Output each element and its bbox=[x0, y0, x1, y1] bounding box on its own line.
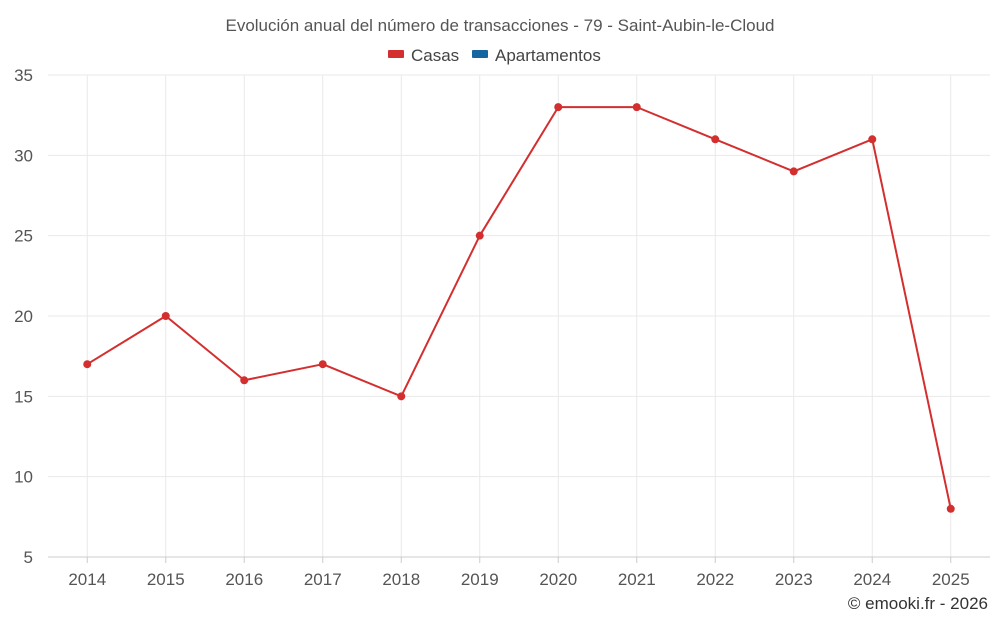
x-tick-label: 2023 bbox=[775, 570, 813, 589]
x-tick-label: 2017 bbox=[304, 570, 342, 589]
x-tick-label: 2015 bbox=[147, 570, 185, 589]
data-point-casas[interactable] bbox=[475, 231, 484, 240]
y-tick-label: 35 bbox=[14, 66, 33, 85]
series-line-casas bbox=[86, 106, 952, 510]
x-tick-label: 2020 bbox=[539, 570, 577, 589]
data-point-casas[interactable] bbox=[946, 504, 955, 513]
data-point-casas[interactable] bbox=[397, 392, 406, 401]
y-tick-label: 5 bbox=[24, 548, 33, 567]
legend-swatch-casas bbox=[388, 50, 404, 58]
x-tick-label: 2022 bbox=[696, 570, 734, 589]
x-tick-label: 2025 bbox=[932, 570, 970, 589]
legend: Casas Apartamentos bbox=[388, 46, 601, 65]
y-tick-label: 15 bbox=[14, 387, 33, 406]
axes bbox=[48, 556, 990, 563]
data-point-casas[interactable] bbox=[318, 360, 327, 369]
x-tick-label: 2019 bbox=[461, 570, 499, 589]
data-point-casas[interactable] bbox=[83, 360, 92, 369]
x-tick-label: 2014 bbox=[68, 570, 106, 589]
chart-title: Evolución anual del número de transaccio… bbox=[225, 16, 774, 35]
legend-item-casas[interactable]: Casas bbox=[388, 46, 459, 65]
grid bbox=[48, 74, 990, 557]
legend-label-apartamentos: Apartamentos bbox=[495, 46, 601, 65]
data-point-casas[interactable] bbox=[240, 376, 249, 385]
x-tick-label: 2016 bbox=[225, 570, 263, 589]
legend-label-casas: Casas bbox=[411, 46, 459, 65]
series bbox=[83, 103, 955, 513]
data-point-casas[interactable] bbox=[711, 135, 720, 144]
x-tick-label: 2024 bbox=[853, 570, 891, 589]
data-point-casas[interactable] bbox=[161, 312, 170, 320]
y-tick-label: 10 bbox=[14, 468, 33, 487]
legend-swatch-apartamentos bbox=[472, 50, 488, 58]
x-axis-ticks: 2014 2015 2016 2017 2018 2019 2020 2021 2022 2023… bbox=[68, 570, 969, 589]
data-point-casas[interactable] bbox=[554, 103, 563, 112]
data-point-casas[interactable] bbox=[632, 103, 641, 112]
y-tick-label: 25 bbox=[14, 227, 33, 246]
data-point-casas[interactable] bbox=[868, 135, 877, 144]
x-tick-label: 2021 bbox=[618, 570, 656, 589]
x-tick-label: 2018 bbox=[382, 570, 420, 589]
legend-item-apartamentos[interactable]: Apartamentos bbox=[472, 46, 601, 65]
credit: © emooki.fr - 2026 bbox=[848, 594, 988, 613]
y-tick-label: 20 bbox=[14, 307, 33, 326]
y-tick-label: 30 bbox=[14, 146, 33, 165]
y-axis-ticks: 35 30 25 20 15 10 5 bbox=[14, 66, 33, 567]
data-point-casas[interactable] bbox=[789, 167, 798, 176]
